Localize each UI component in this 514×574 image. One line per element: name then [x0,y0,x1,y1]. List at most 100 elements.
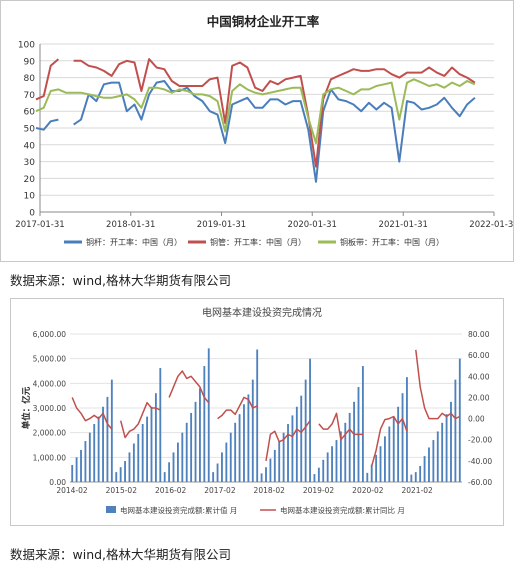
yoy-series-line [71,349,461,467]
legend-label: 铜杆：开工率：中国（月） [86,237,182,247]
bar [132,443,135,482]
bar [229,432,232,482]
bar [317,467,320,482]
bar [234,422,237,482]
x-tick-label: 2019-02 [303,486,335,495]
bar [273,449,276,482]
x-tick-label: 2018-02 [254,486,286,495]
x-tick-label: 2018-01-31 [106,220,155,230]
bar [216,463,219,482]
x-tick-label: 2021-01-31 [379,220,428,230]
bar [366,472,369,482]
bar [436,431,439,482]
y-tick-label: 90 [24,57,36,67]
bar [353,401,356,482]
bar [335,440,338,482]
bar [401,393,404,482]
x-tick-label: 2019-01-31 [197,220,246,230]
bar [445,414,448,482]
bar [269,458,272,482]
copper-utilization-chart: 中国铜材企业开工率 0 10 20 30 40 50 60 70 80 90 100 2017-01… [0,0,514,262]
y2-tick-label: -20.00 [468,436,492,445]
bar [384,436,386,482]
bar [110,379,113,482]
bar [71,464,74,482]
bar [339,431,342,482]
bar [454,379,457,482]
bar [124,461,126,482]
bar [414,472,417,482]
bar [150,406,153,482]
bar [392,416,395,482]
legend-swatch-bars [106,506,116,513]
bar [119,467,122,482]
series-line-1 [35,80,476,183]
chart2-yoy-line [71,349,461,467]
bar [309,358,311,482]
bar [243,404,245,482]
bar [326,452,329,482]
x-tick-label: 2017-01-31 [15,220,64,230]
bar [295,406,298,482]
y-tick-label: 80 [24,74,36,84]
y2-tick-label: 40.00 [468,372,490,381]
bar [88,432,91,482]
legend-label-bars: 电网基本建设投资完成额:累计值 月 [120,505,237,515]
bar [159,368,162,482]
y2-tick-label: 60.00 [468,351,490,360]
y-tick-label: 20 [24,175,36,185]
y2-tick-label: 20.00 [468,393,490,402]
bar [291,415,294,482]
x-tick-label: 2016-02 [155,486,187,495]
bar [423,456,426,482]
y-tick-label: 4,000.00 [33,379,67,388]
bar [370,464,373,482]
bar [102,406,104,482]
bar [348,412,351,482]
chart2-legend: 电网基本建设投资完成额:累计值 月 电网基本建设投资完成额:累计同比 月 [106,505,405,515]
bar [154,393,157,482]
bar [137,433,140,482]
bar [194,401,197,482]
series-line-3 [35,78,476,145]
x-tick-label: 2017-02 [204,486,236,495]
bar [203,366,206,482]
bar [287,424,289,482]
bar [75,457,78,482]
legend-label: 铜管：开工率：中国（月） [210,237,306,247]
bar [375,454,378,482]
x-tick-label: 2015-02 [106,486,138,495]
chart2-y-axis-label: 单位：亿元 [21,386,32,429]
bar [322,459,325,482]
x-tick-label: 2020-02 [352,486,384,495]
bar [278,441,281,482]
x-tick-label: 2014-02 [56,486,88,495]
chart1-grid [39,43,494,213]
bar [450,401,452,482]
bar [251,379,254,482]
bar [247,394,250,482]
copper-utilization-chart-svg: 中国铜材企业开工率 0 10 20 30 40 50 60 70 80 90 100 2017-01… [0,0,514,262]
chart2-title: 电网基本建设投资完成情况 [202,306,322,319]
bar [313,474,316,482]
y-tick-label: 0 [29,209,35,219]
y-tick-label: 100 [18,41,35,51]
bar [238,414,241,482]
y-tick-label: 40 [24,141,36,151]
bar [141,424,144,482]
bar [432,440,435,482]
bar [146,416,148,482]
y2-tick-label: -60.00 [468,478,492,487]
source-note-2: 数据来源：wind,格林大华期货有限公司 [10,547,232,562]
bar [168,462,171,482]
bar [212,472,215,482]
chart2-y-ticks: 0.00 1,000.00 2,000.00 3,000.00 4,000.00 5,00… [33,330,67,487]
legend-label: 铜板带：开工率：中国（月） [340,237,444,247]
chart1-y-ticks: 0 10 20 30 40 50 60 70 80 90 100 [18,41,35,219]
chart1-title: 中国铜材企业开工率 [207,14,320,29]
y-tick-label: 50 [24,125,36,135]
y2-tick-label: -40.00 [468,457,492,466]
y-tick-label: 0.00 [49,478,66,487]
bar [397,406,400,482]
y-tick-label: 70 [24,91,36,101]
